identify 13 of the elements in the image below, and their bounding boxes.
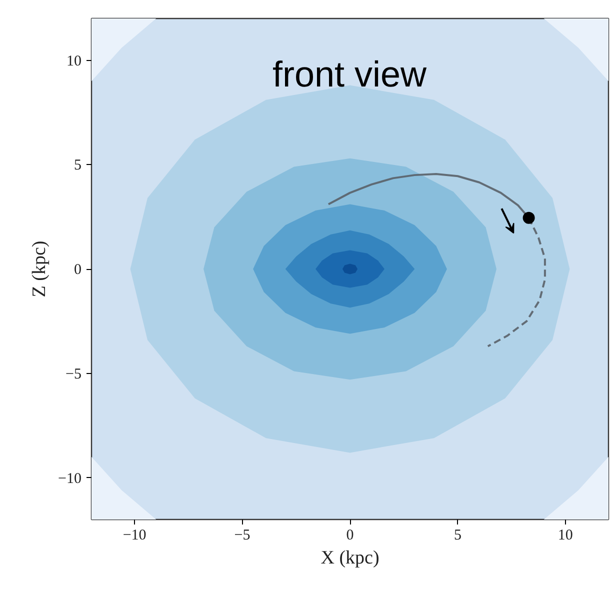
x-tick-label: 0 — [346, 528, 354, 544]
text: front view — [272, 54, 428, 94]
x-tick-label: 10 — [558, 528, 573, 544]
y-tick-label: 5 — [74, 158, 82, 174]
x-tick-label: −10 — [122, 528, 146, 544]
y-tick-label: 0 — [74, 262, 82, 278]
y-tick-label: −5 — [66, 366, 82, 382]
y-tick-label: −10 — [58, 470, 82, 487]
y-tick-label: 10 — [66, 53, 82, 70]
x-tick-label: 5 — [454, 528, 462, 544]
x-axis-title: X (kpc) — [320, 548, 380, 568]
y-axis-title: Z (kpc) — [29, 240, 50, 298]
x-tick-label: −5 — [234, 528, 250, 544]
